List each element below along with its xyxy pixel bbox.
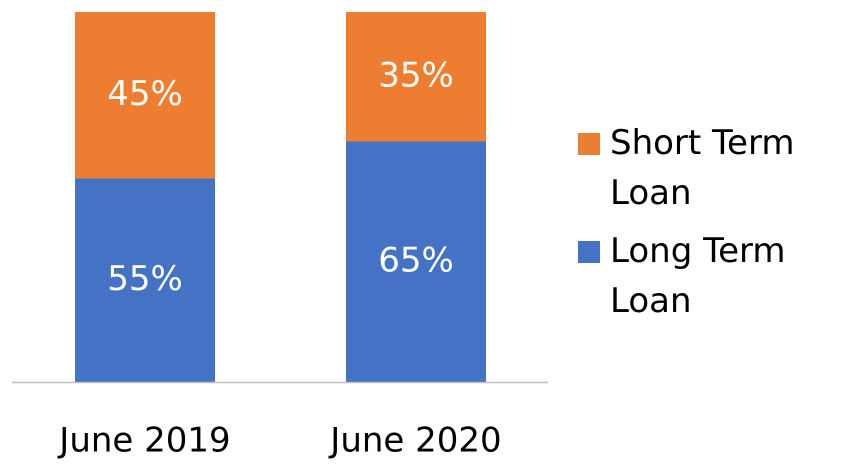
legend-label: Long Term Loan — [610, 231, 786, 321]
bar-segment — [75, 12, 215, 179]
legend-swatch — [578, 133, 600, 155]
legend: Short Term Loan Long Term Loan — [578, 118, 848, 334]
bar-segment — [75, 178, 215, 382]
data-label: 45% — [107, 74, 183, 114]
data-label: 35% — [378, 55, 454, 95]
legend-label: Short Term Loan — [610, 123, 795, 213]
x-tick-label: June 2020 — [328, 421, 501, 461]
bar-segment — [346, 12, 486, 142]
x-tick-label: June 2019 — [57, 421, 230, 461]
bar-segment — [346, 141, 486, 382]
data-label: 55% — [107, 259, 183, 299]
data-label: 65% — [378, 240, 454, 280]
legend-swatch — [578, 241, 600, 263]
legend-item: Long Term Loan — [578, 226, 848, 326]
legend-item: Short Term Loan — [578, 118, 848, 218]
